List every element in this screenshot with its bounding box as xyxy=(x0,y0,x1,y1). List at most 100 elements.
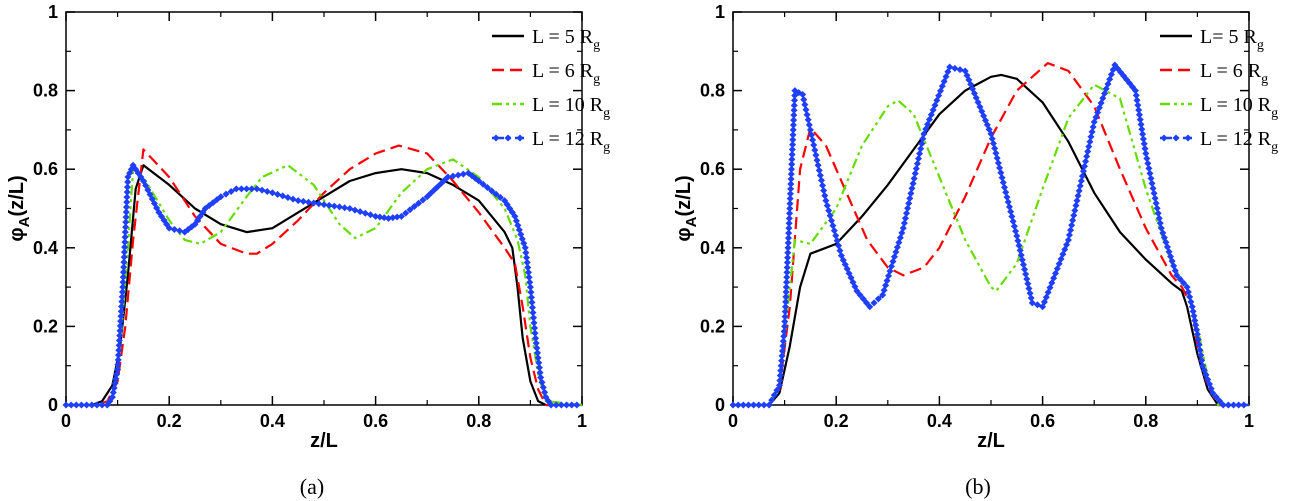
data-point xyxy=(372,212,380,220)
x-tick-label: 0.2 xyxy=(157,411,182,431)
data-point xyxy=(803,111,811,119)
data-point xyxy=(830,227,838,235)
data-point xyxy=(812,151,820,159)
data-point xyxy=(389,214,397,222)
y-tick-label: 0.6 xyxy=(33,159,58,179)
data-point xyxy=(552,401,560,409)
data-point xyxy=(1183,283,1191,291)
x-tick-label: 0.8 xyxy=(466,411,491,431)
x-tick-label: 0.8 xyxy=(1133,411,1158,431)
data-point xyxy=(521,244,529,252)
data-point xyxy=(1184,288,1192,296)
data-point xyxy=(1073,197,1081,205)
plot-frame xyxy=(65,11,583,406)
data-point xyxy=(1147,174,1155,182)
data-point xyxy=(951,64,959,72)
data-point xyxy=(1070,211,1078,219)
data-point xyxy=(547,401,555,409)
data-point xyxy=(113,370,121,378)
data-point xyxy=(1180,279,1188,287)
data-point xyxy=(835,242,843,250)
data-point xyxy=(1084,148,1092,156)
data-point xyxy=(786,200,794,208)
data-point xyxy=(118,303,126,311)
data-point xyxy=(992,149,1000,157)
data-point xyxy=(776,372,784,380)
data-point xyxy=(1081,162,1089,170)
data-point xyxy=(863,299,871,307)
legend-marker xyxy=(504,134,512,142)
data-point xyxy=(760,401,768,409)
data-point xyxy=(856,291,864,299)
data-point xyxy=(913,160,921,168)
data-point xyxy=(444,173,452,181)
data-point xyxy=(908,184,916,192)
data-point xyxy=(994,159,1002,167)
data-point xyxy=(805,121,813,129)
data-point xyxy=(814,161,822,169)
data-point xyxy=(1194,336,1202,343)
data-point xyxy=(734,401,742,409)
data-point xyxy=(784,239,792,247)
data-point xyxy=(782,298,790,306)
data-point xyxy=(917,145,925,153)
data-point xyxy=(783,263,791,271)
data-point xyxy=(529,314,537,322)
data-point xyxy=(366,211,374,219)
data-point xyxy=(67,401,75,409)
data-point xyxy=(263,187,271,195)
data-point xyxy=(530,319,538,327)
data-point xyxy=(1190,312,1198,320)
x-tick-label: 1 xyxy=(577,411,587,431)
data-point xyxy=(1017,251,1025,259)
data-point xyxy=(533,344,541,352)
data-point xyxy=(822,197,830,205)
series-2 xyxy=(66,144,582,407)
data-point xyxy=(786,209,794,217)
data-point xyxy=(1027,294,1035,302)
data-point xyxy=(1086,138,1094,146)
series-line xyxy=(66,144,582,407)
data-point xyxy=(527,288,535,296)
data-point xyxy=(778,347,786,355)
data-point xyxy=(999,178,1007,186)
data-point xyxy=(479,180,487,188)
data-point xyxy=(775,381,783,389)
y-tick-label: 0.2 xyxy=(33,316,58,336)
data-point xyxy=(237,185,245,193)
data-point xyxy=(119,273,127,281)
data-point xyxy=(870,299,878,307)
data-point xyxy=(790,101,798,109)
chart-panel-b: 0 0.2 0.4 0.6 0.8 1 0 0.2 0.4 0.6 0.8 1 z/L φA(z/L) L=… xyxy=(673,2,1278,499)
data-point xyxy=(1088,128,1096,136)
data-point xyxy=(836,247,844,255)
data-point xyxy=(1209,389,1217,397)
data-point xyxy=(907,189,915,197)
data-point xyxy=(527,293,535,301)
x-tick-label: 0.6 xyxy=(1030,411,1055,431)
data-point xyxy=(790,106,798,114)
data-point xyxy=(1188,303,1196,311)
data-point xyxy=(253,185,261,193)
data-point xyxy=(1155,214,1163,222)
data-point xyxy=(1148,179,1156,187)
data-point xyxy=(1083,152,1091,160)
data-point xyxy=(1212,393,1220,401)
data-point xyxy=(1132,91,1140,99)
data-point xyxy=(121,233,129,241)
data-point xyxy=(1230,401,1238,409)
legend-marker xyxy=(1160,134,1168,142)
data-point xyxy=(1195,341,1203,349)
data-point xyxy=(406,206,414,214)
data-point xyxy=(1015,242,1023,250)
data-point xyxy=(922,125,930,133)
data-point xyxy=(1079,167,1087,175)
data-point xyxy=(534,354,542,362)
data-point xyxy=(825,207,833,215)
x-tick-label: 0 xyxy=(728,411,738,431)
data-point xyxy=(1085,143,1093,151)
data-point xyxy=(801,101,809,109)
data-point xyxy=(496,193,504,201)
series-1 xyxy=(66,164,582,407)
data-point xyxy=(729,401,737,409)
